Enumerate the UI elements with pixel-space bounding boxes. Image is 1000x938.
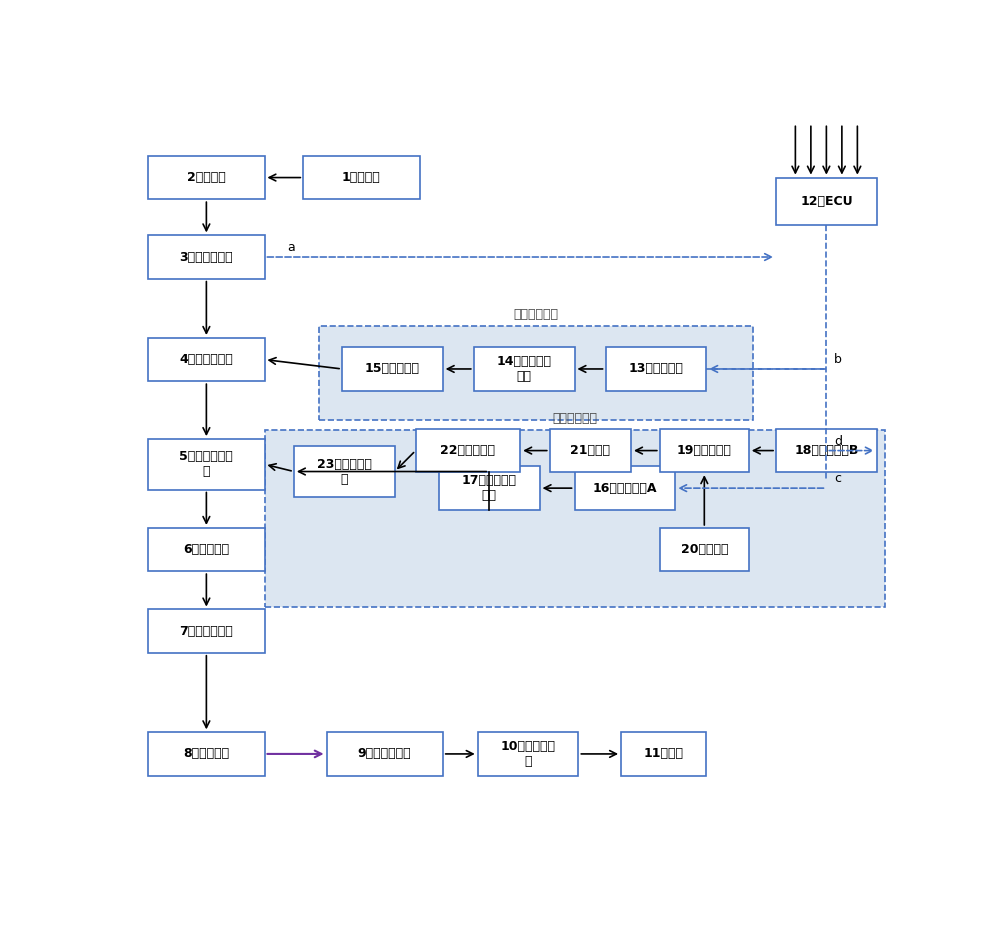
Bar [319, 326, 753, 420]
Text: 16、助力电机A: 16、助力电机A [593, 481, 657, 494]
FancyBboxPatch shape [550, 429, 631, 472]
Text: 23、助力耦合
器: 23、助力耦合 器 [317, 458, 372, 486]
Text: 11、车轮: 11、车轮 [644, 748, 684, 761]
FancyBboxPatch shape [148, 610, 264, 653]
Text: 8、转向节臂: 8、转向节臂 [183, 748, 229, 761]
Text: 12、ECU: 12、ECU [800, 194, 853, 207]
Text: 20、储油罐: 20、储油罐 [681, 543, 728, 556]
Text: 22液压助力缸: 22液压助力缸 [440, 444, 495, 457]
FancyBboxPatch shape [303, 156, 420, 199]
Text: 3、传感器模块: 3、传感器模块 [180, 250, 233, 264]
Text: 2、转向轴: 2、转向轴 [187, 171, 226, 184]
Text: 19、助力油泵: 19、助力油泵 [677, 444, 732, 457]
Text: 转角修正模块: 转角修正模块 [513, 308, 558, 321]
FancyBboxPatch shape [574, 466, 675, 510]
Bar [264, 431, 885, 607]
Text: c: c [834, 473, 841, 485]
FancyBboxPatch shape [660, 528, 749, 571]
FancyBboxPatch shape [148, 733, 264, 776]
Text: 4、行星齿轮组: 4、行星齿轮组 [180, 353, 233, 366]
FancyBboxPatch shape [439, 466, 540, 510]
FancyBboxPatch shape [148, 528, 264, 571]
Text: 14、第一减速
机构: 14、第一减速 机构 [497, 355, 552, 383]
FancyBboxPatch shape [326, 733, 443, 776]
Text: 17、第二减速
机构: 17、第二减速 机构 [462, 474, 517, 502]
FancyBboxPatch shape [606, 347, 706, 390]
Text: 10、转向横拉
杆: 10、转向横拉 杆 [501, 740, 556, 768]
FancyBboxPatch shape [148, 338, 264, 381]
FancyBboxPatch shape [294, 446, 395, 497]
FancyBboxPatch shape [148, 439, 264, 490]
Text: 7、转向直拉杆: 7、转向直拉杆 [180, 625, 233, 638]
Text: 1、转向盘: 1、转向盘 [342, 171, 381, 184]
Text: d: d [834, 435, 842, 447]
FancyBboxPatch shape [342, 347, 443, 390]
FancyBboxPatch shape [660, 429, 749, 472]
Text: 15、电动推杆: 15、电动推杆 [365, 362, 420, 375]
Text: b: b [834, 354, 842, 366]
Text: 18、助力电机B: 18、助力电机B [794, 444, 859, 457]
FancyBboxPatch shape [776, 177, 877, 224]
Text: 9、转向梯形臂: 9、转向梯形臂 [358, 748, 411, 761]
Text: 21、转阀: 21、转阀 [570, 444, 610, 457]
FancyBboxPatch shape [478, 733, 578, 776]
Text: 5、循环球转向
器: 5、循环球转向 器 [180, 450, 233, 478]
Text: a: a [288, 241, 296, 254]
FancyBboxPatch shape [474, 347, 574, 390]
FancyBboxPatch shape [148, 156, 264, 199]
FancyBboxPatch shape [621, 733, 706, 776]
Text: 6、转向摇臂: 6、转向摇臂 [183, 543, 229, 556]
FancyBboxPatch shape [776, 429, 877, 472]
Text: 转向助力模块: 转向助力模块 [552, 412, 597, 425]
FancyBboxPatch shape [416, 429, 520, 472]
Text: 13、转向电机: 13、转向电机 [628, 362, 683, 375]
FancyBboxPatch shape [148, 235, 264, 279]
